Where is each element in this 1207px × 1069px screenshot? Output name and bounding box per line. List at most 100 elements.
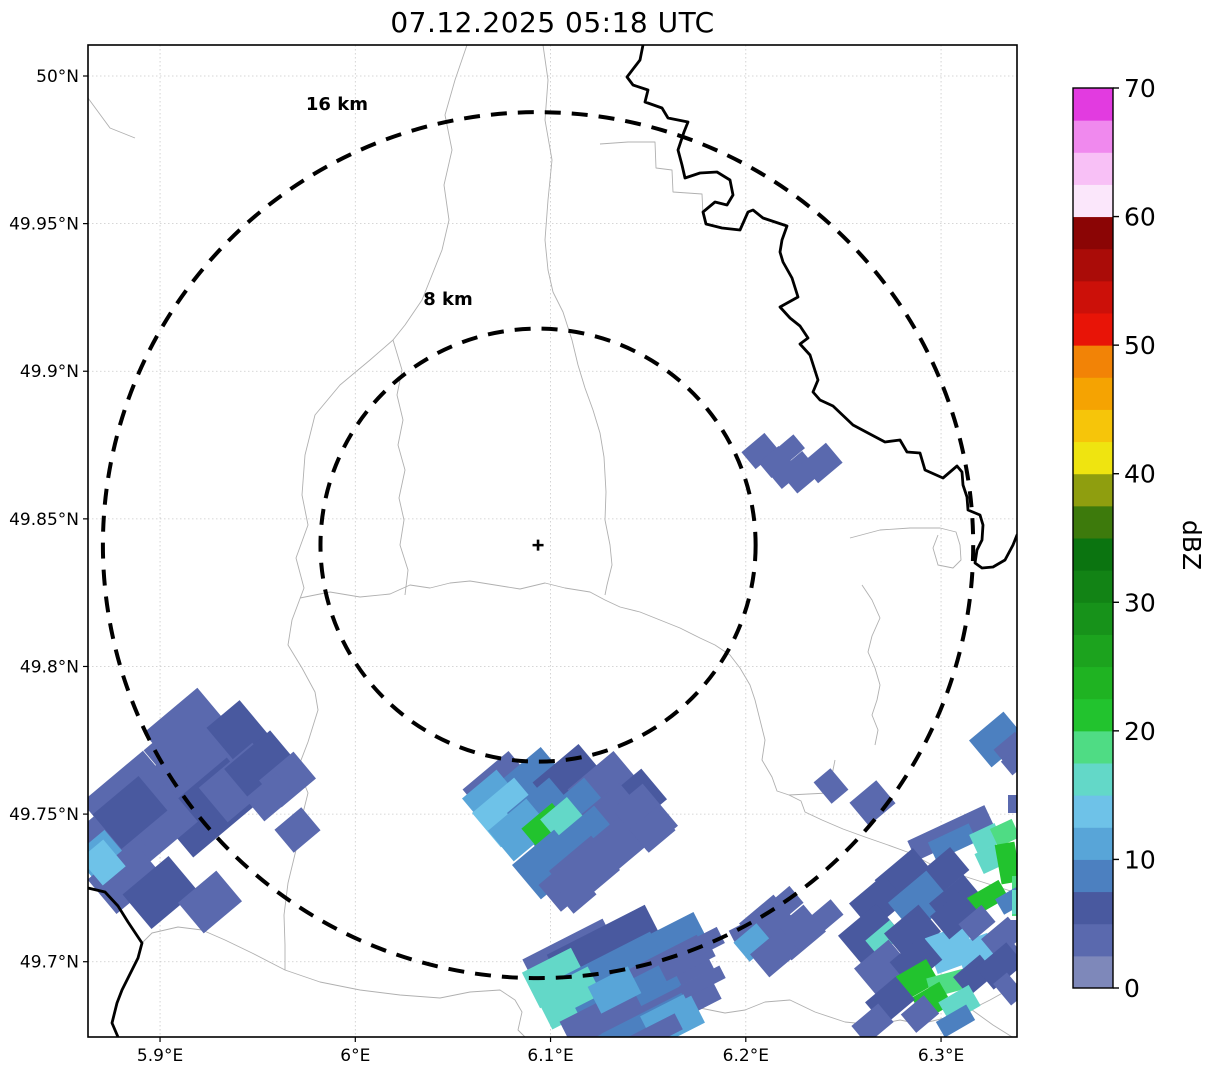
colorbar-segment <box>1073 570 1113 603</box>
colorbar-segment <box>1073 795 1113 828</box>
radar-cells-layer <box>88 432 1017 1037</box>
x-axis-tick-label: 6°E <box>340 1046 370 1066</box>
colorbar-segment <box>1073 763 1113 796</box>
range-ring-label: 16 km <box>306 94 368 115</box>
radar-echo-cell <box>930 890 980 940</box>
radar-echo-cell <box>557 875 597 914</box>
y-axis-tick-label: 49.8°N <box>20 657 79 677</box>
colorbar-segment <box>1073 377 1113 410</box>
admin-boundary-line <box>392 339 409 596</box>
radar-echo-cell <box>965 879 1009 917</box>
admin-boundary-line <box>861 584 881 746</box>
colorbar-segment <box>1073 602 1113 635</box>
y-axis-tick-label: 49.75°N <box>9 805 79 825</box>
radar-echo-cell <box>811 899 844 931</box>
figure-title: 07.12.2025 05:18 UTC <box>390 6 715 39</box>
radar-echo-cell <box>775 434 805 464</box>
radar-echo-cell <box>837 903 903 967</box>
admin-boundary-line <box>88 97 136 139</box>
axis-ticks-and-labels: 5.9°E 6°E 6.1°E 6.2°E 6.3°E 50°N 49.95°N 49.9°N… <box>9 67 964 1066</box>
admin-boundary-line <box>299 580 1017 894</box>
x-axis-tick-label: 6.2°E <box>723 1046 769 1066</box>
colorbar-segment <box>1073 859 1113 893</box>
radar-echo-cell <box>989 818 1017 848</box>
y-axis-tick-label: 50°N <box>36 67 79 87</box>
radar-echo-cell <box>851 1003 894 1037</box>
colorbar-segment <box>1073 313 1113 346</box>
colorbar-segment <box>1073 345 1113 378</box>
colorbar-segment <box>1073 698 1113 732</box>
radar-echo-cell <box>884 904 941 961</box>
colorbar-segment <box>1073 473 1113 507</box>
radar-echo-cell <box>1000 752 1017 776</box>
colorbar-segment <box>1073 505 1113 539</box>
radar-echo-cell <box>245 772 295 822</box>
range-ring <box>318 326 758 764</box>
colorbar-segment <box>1073 152 1113 185</box>
site-cross-marker <box>532 539 544 551</box>
country-border-layer <box>88 45 1017 1037</box>
colorbar-segment <box>1073 730 1113 764</box>
radar-echo-cell <box>92 775 168 850</box>
colorbar-segment <box>1073 280 1113 314</box>
colorbar-tick-label: 40 <box>1124 460 1156 489</box>
radar-echo-cell <box>854 939 911 996</box>
admin-boundary-line <box>849 527 962 569</box>
radar-echo-cell <box>143 715 212 781</box>
y-axis-tick-label: 49.95°N <box>9 215 79 235</box>
colorbar-segment <box>1073 891 1113 925</box>
radar-echo-cell <box>994 841 1017 885</box>
radar-echo-cell <box>813 768 849 804</box>
colorbar-tick-label: 70 <box>1124 74 1156 103</box>
colorbar-segment <box>1073 666 1113 700</box>
radar-echo-cell <box>771 451 813 489</box>
radar-echo-cell <box>969 711 1017 768</box>
country-border-line <box>88 886 144 1037</box>
radar-echo-cell <box>1008 795 1017 813</box>
radar-echo-cell <box>849 780 896 826</box>
radar-echo-cell <box>88 840 163 915</box>
radar-echo-cell <box>900 995 940 1033</box>
y-axis-tick-label: 49.7°N <box>20 953 79 973</box>
radar-echo-cell <box>177 870 243 934</box>
radar-echo-cell <box>895 958 940 1000</box>
colorbar-segment <box>1073 923 1113 957</box>
radar-echo-cell <box>750 928 800 978</box>
radar-echo-cell <box>938 984 981 1024</box>
radar-echo-cell <box>993 731 1017 769</box>
radar-echo-cell <box>487 798 553 862</box>
colorbar: 0 10 20 30 40 50 60 70 <box>1072 74 1156 1003</box>
radar-echo-cell <box>1012 890 1017 914</box>
colorbar-tick-label: 50 <box>1124 331 1156 360</box>
radar-echo-cell <box>274 807 321 853</box>
admin-boundary-line <box>967 1006 1014 1037</box>
radar-echo-cell <box>935 1004 976 1037</box>
y-axis-tick-label: 49.9°N <box>20 362 79 382</box>
x-axis-tick-label: 5.9°E <box>137 1046 183 1066</box>
radar-site-marker <box>532 539 544 551</box>
radar-echo-cell <box>741 432 779 470</box>
colorbar-tick-label: 0 <box>1124 974 1140 1003</box>
admin-boundary-line <box>599 141 704 216</box>
colorbar-tick-label: 20 <box>1124 717 1156 746</box>
radar-echo-cell <box>540 797 585 841</box>
radar-echo-cell <box>1010 920 1017 940</box>
colorbar-segment <box>1073 409 1113 443</box>
x-axis-tick-label: 6.3°E <box>918 1046 964 1066</box>
colorbar-segment <box>1073 184 1113 218</box>
colorbar-segment <box>1073 441 1113 475</box>
colorbar-segment <box>1073 955 1113 989</box>
plot-frame <box>87 44 1018 1038</box>
x-axis-tick-label: 6.1°E <box>527 1046 573 1066</box>
colorbar-tick-label: 60 <box>1124 203 1156 232</box>
radar-echo-cell <box>122 855 198 930</box>
colorbar-frame <box>1072 87 1114 989</box>
colorbar-segment <box>1073 88 1113 121</box>
y-axis-tick-label: 49.85°N <box>9 510 79 530</box>
radar-echo-cell <box>681 926 725 962</box>
colorbar-segment <box>1073 634 1113 668</box>
radar-echo-cell <box>927 823 978 861</box>
colorbar-unit-label: dBZ <box>1177 520 1206 570</box>
